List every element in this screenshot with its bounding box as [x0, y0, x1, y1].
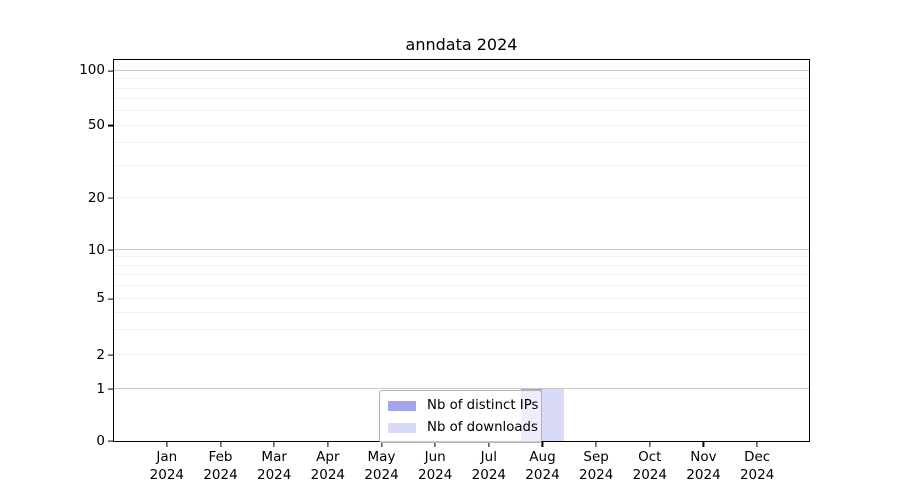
x-tick: [756, 441, 758, 447]
y-tick-label: 100: [79, 62, 105, 79]
minor-gridline: [114, 165, 809, 167]
x-tick-label: Jul 2024: [472, 449, 506, 485]
minor-gridline: [114, 197, 809, 199]
x-label-year: 2024: [364, 466, 399, 483]
y-tick: [108, 249, 114, 251]
x-tick-label: Aug 2024: [525, 449, 559, 485]
x-tick: [434, 441, 436, 447]
minor-gridline: [114, 284, 809, 286]
x-tick-label: Mar 2024: [257, 449, 291, 485]
major-gridline: [114, 388, 809, 390]
bar-nb-of-downloads: [542, 389, 564, 441]
minor-gridline: [114, 78, 809, 80]
minor-gridline: [114, 98, 809, 100]
y-tick-label: 2: [96, 346, 105, 363]
x-tick: [219, 441, 222, 447]
legend-label: Nb of distinct IPs: [427, 397, 539, 413]
x-label-year: 2024: [471, 466, 507, 483]
y-tick-label: 1: [96, 380, 105, 397]
x-tick: [166, 441, 168, 447]
minor-gridline: [114, 110, 809, 112]
y-tick: [108, 354, 114, 357]
x-tick: [327, 441, 329, 447]
x-tick-label: Jan 2024: [150, 449, 184, 485]
minor-gridline: [114, 354, 809, 356]
x-label-month: Dec: [744, 449, 771, 465]
minor-gridline: [114, 124, 809, 126]
x-label-year: 2024: [632, 466, 667, 483]
x-label-year: 2024: [686, 466, 721, 483]
x-label-month: Jun: [424, 449, 446, 465]
x-label-year: 2024: [149, 466, 185, 483]
x-tick-label: Oct 2024: [633, 449, 667, 485]
major-gridline: [114, 249, 809, 251]
y-tick: [108, 70, 114, 72]
y-tick: [108, 388, 114, 390]
x-label-month: Mar: [261, 449, 287, 465]
y-tick: [108, 125, 114, 127]
x-tick: [488, 441, 490, 447]
minor-gridline: [114, 311, 809, 313]
y-tick-label: 5: [96, 290, 105, 306]
x-tick: [595, 441, 597, 447]
legend-swatch: [388, 400, 416, 411]
x-label-month: Feb: [208, 449, 233, 465]
x-tick-label: Feb 2024: [203, 449, 237, 485]
x-label-year: 2024: [739, 466, 775, 483]
x-tick-label: Apr 2024: [311, 449, 345, 485]
y-tick: [108, 298, 114, 300]
minor-gridline: [114, 142, 809, 144]
minor-gridline: [114, 329, 809, 331]
x-label-year: 2024: [525, 466, 560, 483]
legend-entry: Nb of distinct IPs: [388, 396, 538, 415]
x-tick-label: Sep 2024: [579, 449, 613, 485]
x-label-year: 2024: [578, 466, 614, 483]
x-tick: [273, 441, 275, 447]
minor-gridline: [114, 264, 809, 266]
major-gridline: [114, 69, 809, 71]
x-label-month: May: [367, 449, 396, 465]
x-label-month: Sep: [583, 449, 609, 465]
y-tick: [108, 197, 114, 199]
chart-title: anndata 2024: [405, 35, 518, 54]
x-label-year: 2024: [203, 466, 238, 483]
x-tick: [541, 441, 544, 447]
x-label-year: 2024: [310, 466, 346, 483]
x-label-month: Oct: [638, 449, 662, 465]
x-label-month: Jan: [156, 449, 178, 465]
x-tick-label: Jun 2024: [418, 449, 452, 485]
legend-entry: Nb of downloads: [388, 418, 538, 437]
minor-gridline: [114, 274, 809, 276]
y-tick-label: 20: [87, 189, 105, 206]
x-tick-label: Dec 2024: [740, 449, 774, 485]
x-label-month: Aug: [529, 449, 556, 465]
y-tick-label: 10: [87, 241, 105, 258]
x-tick-label: May 2024: [364, 449, 398, 485]
x-tick: [702, 441, 705, 447]
legend: Nb of distinct IPs Nb of downloads: [379, 390, 542, 443]
x-label-month: Apr: [316, 449, 340, 465]
legend-label: Nb of downloads: [427, 419, 538, 435]
legend-swatch: [388, 422, 416, 433]
x-label-month: Jul: [480, 449, 497, 465]
x-label-year: 2024: [256, 466, 292, 483]
minor-gridline: [114, 297, 809, 299]
plot-area: 100 50 20 10 5 2 1 0 Jan 2024 Feb 2024 Mar 2024 Apr 20…: [79, 59, 810, 483]
x-tick: [380, 441, 383, 447]
x-tick: [649, 441, 651, 447]
y-tick-label: 50: [87, 116, 105, 133]
minor-gridline: [114, 256, 809, 258]
x-label-year: 2024: [417, 466, 453, 483]
x-label-month: Nov: [690, 449, 717, 465]
y-tick: [108, 440, 114, 442]
x-tick-label: Nov 2024: [686, 449, 720, 485]
y-tick-label: 0: [96, 432, 105, 449]
minor-gridline: [114, 87, 809, 89]
